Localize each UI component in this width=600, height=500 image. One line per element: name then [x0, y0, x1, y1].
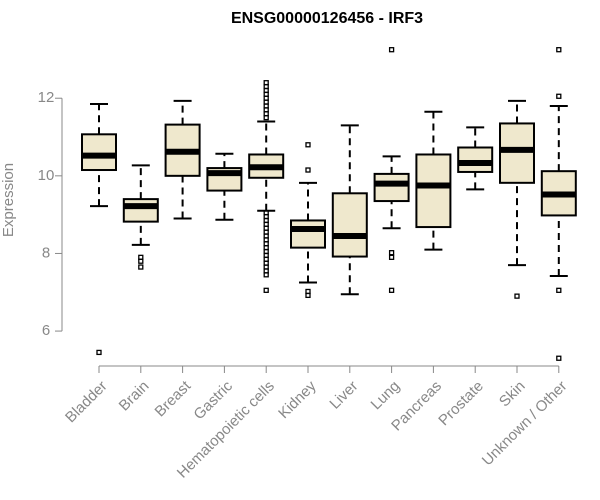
x-tick-label: Breast — [152, 377, 195, 420]
box-iqr — [290, 219, 326, 249]
x-tick-label: Bladder — [62, 378, 111, 427]
x-tick-label: Kidney — [275, 377, 320, 422]
outlier-point — [388, 287, 395, 293]
x-tick-label: Liver — [326, 378, 361, 413]
outlier-point — [305, 167, 311, 173]
box-iqr — [331, 192, 368, 258]
outlier-point — [556, 47, 562, 53]
outlier-point — [305, 288, 311, 295]
outlier-point — [138, 264, 144, 270]
box-group — [415, 110, 452, 251]
box-group — [331, 124, 368, 296]
outlier-point — [388, 250, 395, 256]
box-group — [457, 126, 494, 191]
y-axis-label: Expression — [0, 163, 17, 237]
outlier-point — [556, 93, 562, 99]
box-group — [499, 99, 535, 299]
y-tick-label: 8 — [42, 244, 50, 261]
y-tick-label: 10 — [38, 167, 55, 184]
outlier-point — [388, 254, 395, 260]
box-iqr — [122, 198, 159, 223]
outlier-point — [514, 293, 520, 299]
chart-title: ENSG00000126456 - IRF3 — [231, 10, 423, 27]
box-group — [290, 142, 326, 299]
outlier-point — [556, 287, 562, 293]
y-tick-label: 6 — [42, 322, 50, 339]
outlier-point — [305, 142, 311, 148]
box-iqr — [373, 172, 410, 203]
box-group — [540, 47, 577, 361]
x-tick-label: Skin — [496, 378, 529, 411]
y-axis: 6 8 10 12 — [38, 89, 63, 339]
box-iqr — [415, 153, 452, 229]
outlier-point — [263, 210, 269, 216]
y-tick-label: 12 — [38, 89, 55, 106]
outlier-point — [263, 287, 269, 293]
outlier-point — [556, 355, 562, 361]
box-series — [81, 47, 577, 361]
x-tick-label: Lung — [368, 378, 404, 414]
box-group — [122, 164, 159, 270]
box-group — [206, 152, 243, 221]
x-tick-label: Prostate — [435, 378, 487, 430]
outlier-point — [138, 254, 144, 260]
x-tick-label: Brain — [116, 378, 153, 415]
box-group — [248, 80, 285, 293]
box-group — [373, 47, 410, 293]
outlier-point — [263, 80, 269, 86]
outlier-point — [388, 47, 395, 53]
box-iqr — [499, 122, 535, 184]
box-group — [164, 99, 201, 220]
outlier-point — [96, 349, 102, 356]
box-iqr — [457, 146, 494, 173]
box-group — [81, 103, 117, 356]
box-iqr — [81, 133, 117, 172]
